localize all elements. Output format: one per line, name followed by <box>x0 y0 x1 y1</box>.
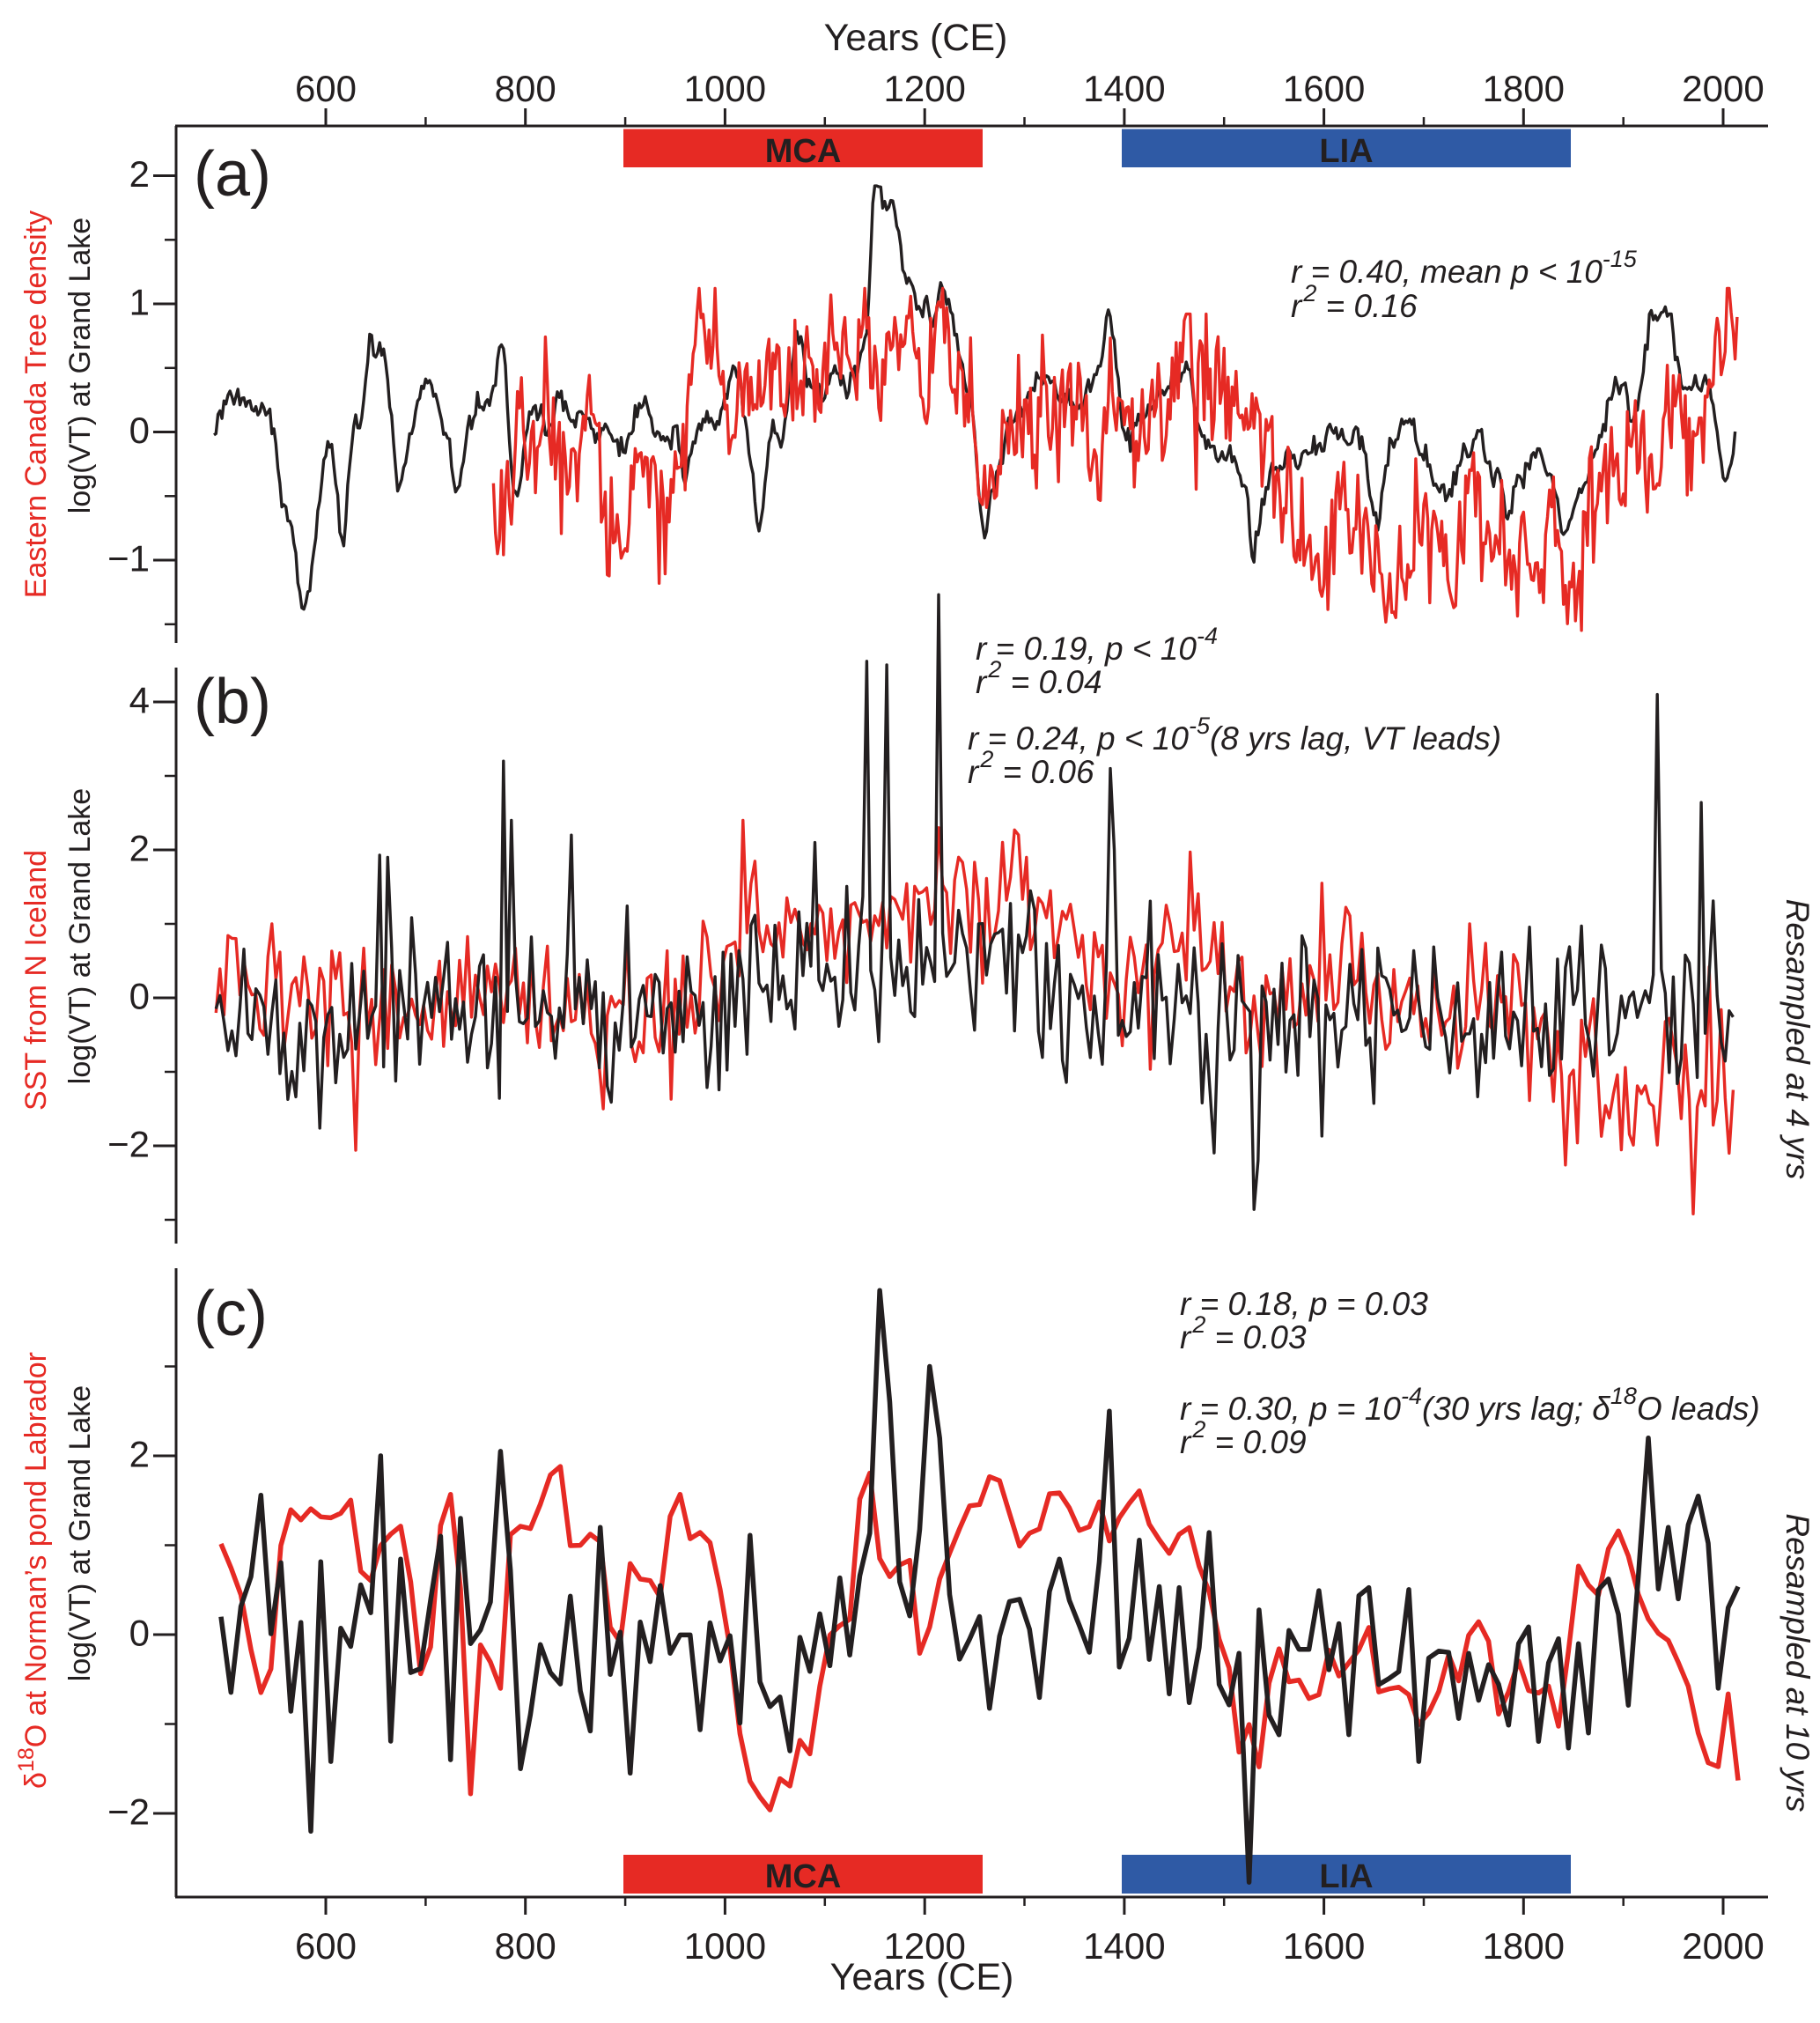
svg-text:−2: −2 <box>107 1124 150 1165</box>
svg-text:r2 = 0.06: r2 = 0.06 <box>968 746 1094 790</box>
svg-text:log(VT) at Grand Lake: log(VT) at Grand Lake <box>63 788 97 1084</box>
svg-text:δ18O at Norman’s pond Labrador: δ18O at Norman’s pond Labrador <box>14 1352 53 1789</box>
svg-text:2000: 2000 <box>1682 68 1764 109</box>
svg-text:r = 0.19, p < 10-4: r = 0.19, p < 10-4 <box>976 623 1218 667</box>
svg-text:r = 0.24, p < 10-5(8 yrs lag,: r = 0.24, p < 10-5(8 yrs lag, VT leads) <box>968 712 1501 757</box>
svg-text:MCA: MCA <box>765 133 842 170</box>
svg-text:−2: −2 <box>107 1791 150 1833</box>
svg-text:r = 0.18, p = 0.03: r = 0.18, p = 0.03 <box>1180 1286 1428 1322</box>
svg-text:2: 2 <box>129 1434 150 1475</box>
svg-text:1800: 1800 <box>1483 68 1565 109</box>
svg-text:1200: 1200 <box>883 1925 965 1967</box>
svg-text:2: 2 <box>129 153 150 195</box>
svg-text:r2 = 0.04: r2 = 0.04 <box>976 656 1102 700</box>
svg-text:2000: 2000 <box>1682 1925 1764 1967</box>
svg-text:0: 0 <box>129 976 150 1017</box>
svg-text:1: 1 <box>129 282 150 323</box>
svg-text:MCA: MCA <box>765 1858 842 1895</box>
svg-text:SST from N Iceland: SST from N Iceland <box>19 850 53 1111</box>
svg-text:Resampled at 4 yrs: Resampled at 4 yrs <box>1779 899 1816 1180</box>
svg-text:800: 800 <box>495 68 556 109</box>
svg-text:LIA: LIA <box>1319 133 1373 170</box>
svg-text:4: 4 <box>129 680 150 721</box>
svg-text:1000: 1000 <box>684 1925 766 1967</box>
svg-text:1200: 1200 <box>883 68 965 109</box>
svg-text:1000: 1000 <box>684 68 766 109</box>
svg-text:600: 600 <box>295 1925 357 1967</box>
svg-text:−1: −1 <box>107 538 150 580</box>
svg-text:600: 600 <box>295 68 357 109</box>
svg-text:r = 0.40, mean p < 10-15: r = 0.40, mean p < 10-15 <box>1291 246 1638 290</box>
svg-text:800: 800 <box>495 1925 556 1967</box>
svg-text:Years (CE): Years (CE) <box>830 1956 1014 1998</box>
svg-text:(a): (a) <box>194 139 271 210</box>
svg-text:Eastern Canada Tree density: Eastern Canada Tree density <box>19 210 53 598</box>
svg-text:Years (CE): Years (CE) <box>824 17 1008 59</box>
svg-text:0: 0 <box>129 410 150 451</box>
svg-text:1600: 1600 <box>1283 1925 1365 1967</box>
svg-text:1800: 1800 <box>1483 1925 1565 1967</box>
svg-text:1400: 1400 <box>1083 68 1165 109</box>
svg-text:log(VT) at Grand Lake: log(VT) at Grand Lake <box>63 1385 97 1681</box>
svg-text:0: 0 <box>129 1613 150 1654</box>
svg-text:log(VT) at Grand Lake: log(VT) at Grand Lake <box>63 218 97 513</box>
svg-text:2: 2 <box>129 828 150 869</box>
svg-text:1400: 1400 <box>1083 1925 1165 1967</box>
svg-text:Resampled at 10 yrs: Resampled at 10 yrs <box>1779 1513 1816 1812</box>
svg-text:LIA: LIA <box>1319 1858 1373 1895</box>
svg-text:1600: 1600 <box>1283 68 1365 109</box>
svg-text:r = 0.30, p = 10-4(30 yrs lag;: r = 0.30, p = 10-4(30 yrs lag; δ18O lead… <box>1180 1383 1760 1427</box>
svg-text:(b): (b) <box>194 667 271 737</box>
svg-text:(c): (c) <box>194 1279 268 1349</box>
